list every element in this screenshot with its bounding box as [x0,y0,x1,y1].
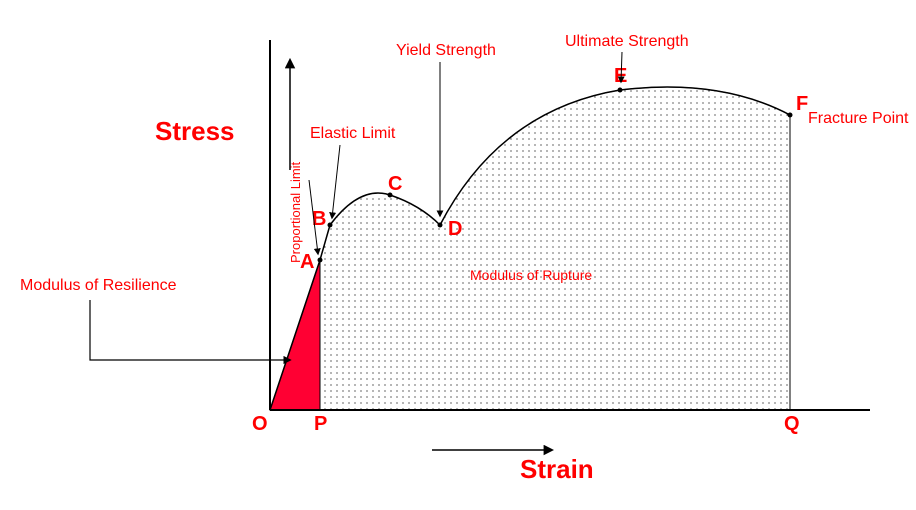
point-d-marker [438,223,443,228]
modulus-resilience-label: Modulus of Resilience [20,277,177,294]
y-axis-label: Stress [155,116,235,146]
point-f-label: F [796,93,808,115]
proportional-limit-label: Proportional Limit [288,161,303,263]
point-q-label: Q [784,413,800,435]
point-b-marker [328,223,333,228]
modulus-rupture-label: Modulus of Rupture [470,267,592,283]
stress-strain-diagram: O A B C D E F P Q Stress Strain Modulus … [0,0,916,510]
elastic-limit-label: Elastic Limit [310,125,396,142]
x-axis-label: Strain [520,454,594,484]
modulus-resilience-arrow [90,300,290,360]
point-d-label: D [448,218,462,240]
point-o-label: O [252,413,268,435]
elastic-limit-arrow [332,145,340,218]
point-c-label: C [388,173,402,195]
point-a-marker [318,258,323,263]
point-p-label: P [314,413,327,435]
yield-strength-label: Yield Strength [396,42,496,59]
point-e-marker [618,88,623,93]
fracture-point-label: Fracture Point [808,110,909,127]
point-e-label: E [614,65,627,87]
point-f-marker [788,113,793,118]
ultimate-strength-label: Ultimate Strength [565,33,689,50]
